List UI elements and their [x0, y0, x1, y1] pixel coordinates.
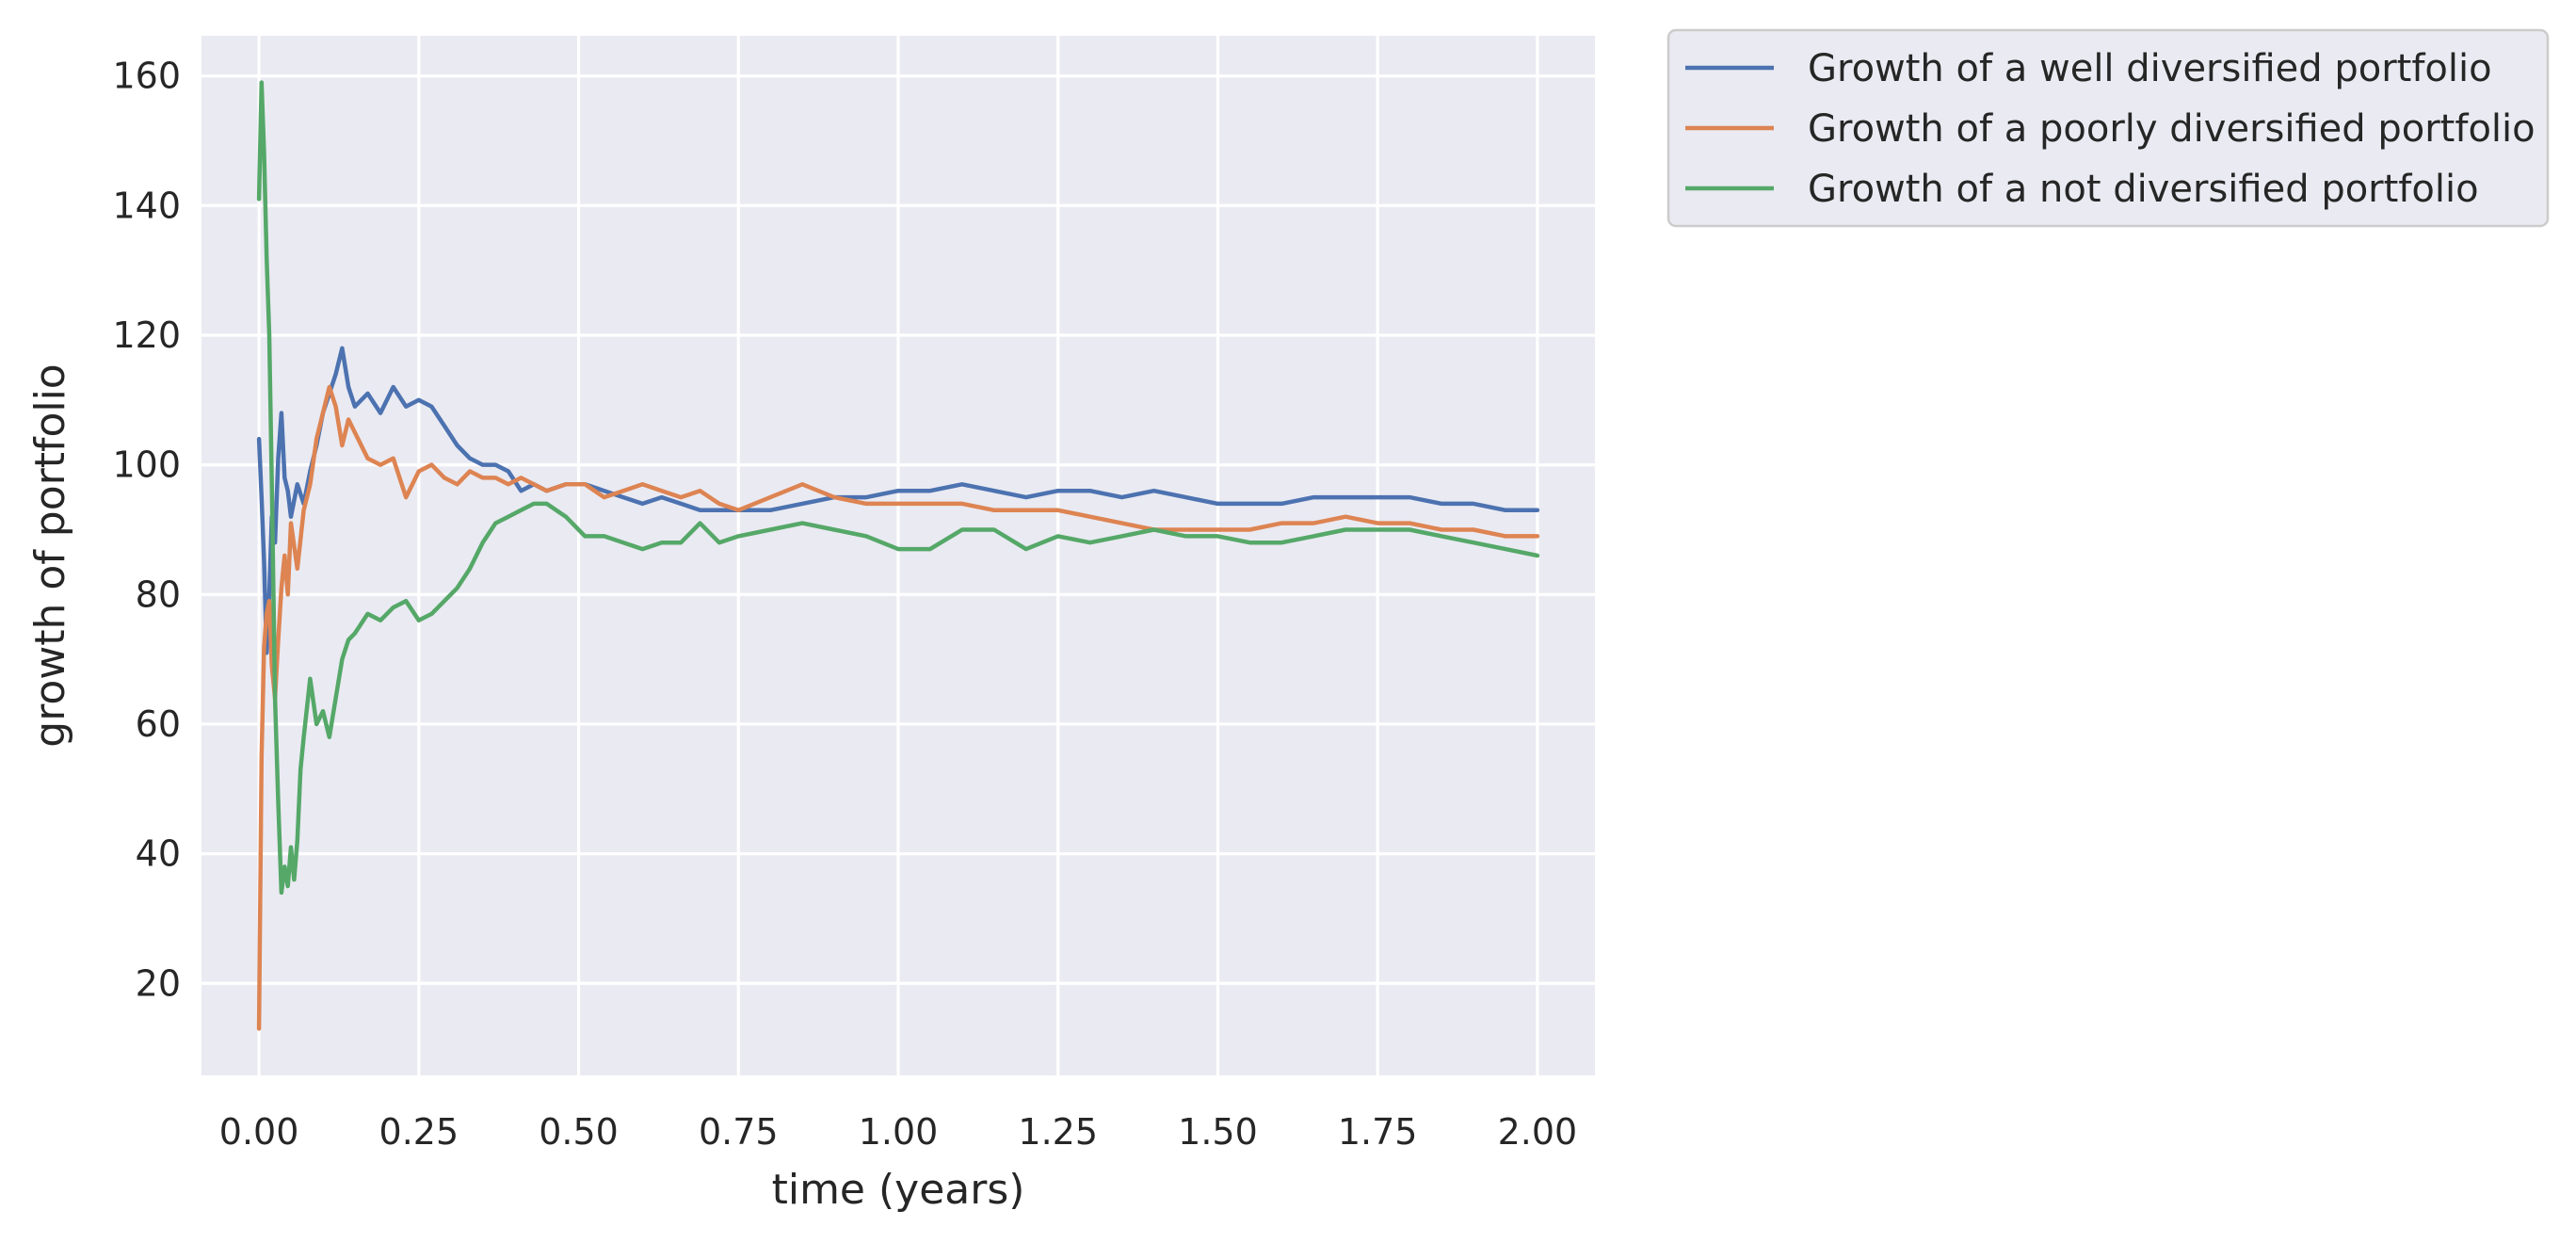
y-tick-label: 140	[112, 185, 181, 226]
legend-label-3: Growth of a not diversified portfolio	[1808, 168, 2479, 211]
x-tick-label: 1.50	[1178, 1111, 1258, 1153]
y-tick-label: 80	[136, 573, 181, 615]
x-tick-label: 0.25	[379, 1111, 459, 1153]
grid	[201, 36, 1595, 1075]
x-tick-label: 2.00	[1498, 1111, 1578, 1153]
x-tick-label: 1.25	[1018, 1111, 1098, 1153]
series-line-3	[256, 80, 1540, 896]
y-tick-label: 120	[112, 315, 181, 356]
x-tick-label: 1.75	[1338, 1111, 1418, 1153]
legend-box	[1666, 28, 2550, 228]
x-tick-label: 1.00	[859, 1111, 939, 1153]
x-tick-label: 0.75	[699, 1111, 779, 1153]
x-tick-label: 0.50	[539, 1111, 619, 1153]
x-axis-label: time (years)	[772, 1166, 1025, 1214]
y-tick-label: 60	[136, 703, 181, 745]
x-tick-labels: 0.00 0.25 0.50 0.75 1.00 1.25 1.50 1.75 2.00	[219, 1111, 1577, 1153]
legend-label-1: Growth of a well diversified portfolio	[1808, 47, 2492, 90]
y-tick-label: 40	[136, 833, 181, 875]
x-tick-label: 0.00	[219, 1111, 299, 1153]
y-tick-label: 20	[136, 962, 181, 1004]
series-lines	[256, 80, 1540, 1031]
legend-label-2: Growth of a poorly diversified portfolio	[1808, 107, 2536, 151]
y-tick-label: 160	[112, 56, 181, 97]
y-tick-labels: 20 40 60 80 100 120 140 160	[112, 56, 181, 1005]
y-axis-label: growth of portfolio	[26, 363, 74, 747]
legend: Growth of a well diversified portfolio Gr…	[1666, 28, 2550, 228]
y-tick-label: 100	[112, 444, 181, 486]
